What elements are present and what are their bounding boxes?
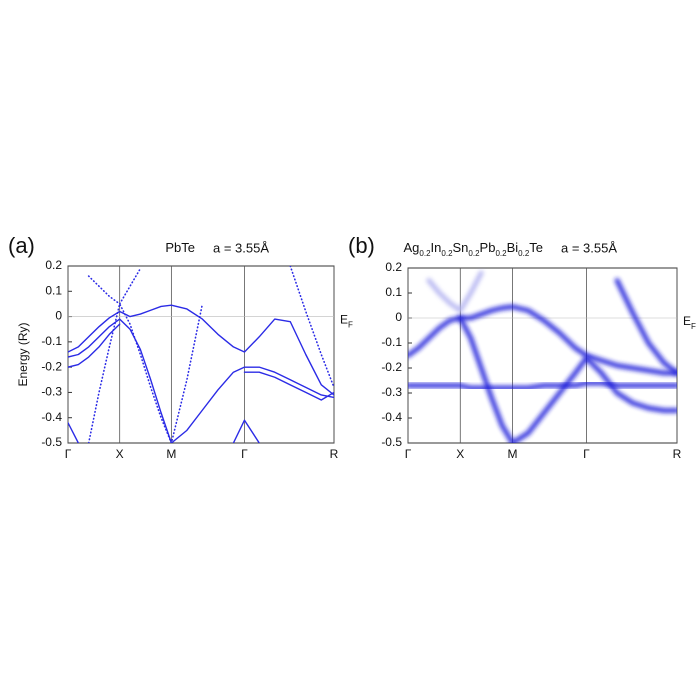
- y-tick-label: -0.5: [41, 435, 62, 449]
- band: [68, 419, 260, 443]
- title-part: 0.2: [419, 249, 431, 258]
- band: [408, 304, 677, 376]
- y-tick-label: -0.1: [41, 334, 62, 348]
- y-tick-label: -0.4: [41, 410, 62, 424]
- y-tick-label: -0.4: [381, 410, 402, 424]
- title-part: Pb: [480, 240, 496, 255]
- chart-title: PbTe: [165, 240, 195, 255]
- fermi-label-part: E: [340, 313, 348, 327]
- x-tick-label: R: [673, 447, 682, 461]
- title-part: Ag: [404, 240, 420, 255]
- title-part: 0.2: [468, 249, 480, 258]
- band: [68, 323, 121, 368]
- band: [87, 303, 204, 443]
- x-tick-label: Γ: [65, 447, 72, 461]
- title-part: Te: [529, 240, 543, 255]
- fermi-label-part: E: [683, 314, 691, 328]
- title-part: PbTe: [165, 240, 195, 255]
- y-tick-label: 0: [55, 309, 62, 323]
- fermi-label-part: F: [348, 320, 353, 329]
- band: [243, 371, 334, 401]
- x-tick-label: M: [166, 447, 176, 461]
- title-part: 0.2: [518, 249, 530, 258]
- y-tick-label: -0.5: [381, 435, 402, 449]
- bands: [408, 270, 677, 443]
- bands: [68, 266, 334, 443]
- title-part: Sn: [453, 240, 469, 255]
- lattice-label: a = 3.55Å: [213, 240, 269, 255]
- band: [614, 278, 677, 376]
- lattice-label: a = 3.55Å: [561, 240, 617, 255]
- y-tick-label: 0.2: [45, 258, 62, 272]
- fermi-label-part: F: [691, 322, 696, 331]
- y-tick-label: -0.3: [41, 385, 62, 399]
- x-tick-label: Γ: [241, 447, 248, 461]
- y-tick-label: 0.2: [385, 260, 402, 274]
- panel: (b) Ag0.2In0.2Sn0.2Pb0.2Bi0.2Te a = 3.55Å0…: [348, 233, 696, 461]
- panel: (a) PbTe a = 3.55Å Energy (Ry) 0.2 0.1 0 -0.1 -0…: [8, 233, 353, 461]
- y-tick-label: 0.1: [385, 285, 402, 299]
- title-part: In: [431, 240, 442, 255]
- y-tick-label: 0.1: [45, 283, 62, 297]
- chart-title: Ag0.2In0.2Sn0.2Pb0.2Bi0.2Te: [404, 240, 543, 257]
- band: [426, 270, 484, 313]
- fermi-label: EF: [340, 313, 353, 329]
- x-tick-label: R: [330, 447, 339, 461]
- band: [408, 380, 677, 391]
- title-part: Bi: [507, 240, 519, 255]
- y-tick-label: -0.2: [41, 359, 62, 373]
- y-tick-label: -0.2: [381, 360, 402, 374]
- x-tick-label: M: [508, 447, 518, 461]
- x-tick-label: Γ: [583, 447, 590, 461]
- y-tick-label: -0.1: [381, 335, 402, 349]
- x-tick-label: X: [456, 447, 464, 461]
- panel-label: (a): [8, 233, 35, 258]
- band: [87, 267, 142, 305]
- y-axis-label: Energy (Ry): [16, 322, 30, 386]
- panel-label: (b): [348, 233, 375, 258]
- y-tick-label: -0.3: [381, 385, 402, 399]
- band: [457, 315, 677, 443]
- title-part: 0.2: [495, 249, 507, 258]
- title-part: 0.2: [441, 249, 453, 258]
- y-tick-label: 0: [395, 310, 402, 324]
- fermi-label: EF: [683, 314, 696, 330]
- band: [289, 266, 334, 389]
- x-tick-label: Γ: [405, 447, 412, 461]
- x-tick-label: X: [116, 447, 124, 461]
- band: [68, 318, 334, 443]
- band: [68, 304, 334, 396]
